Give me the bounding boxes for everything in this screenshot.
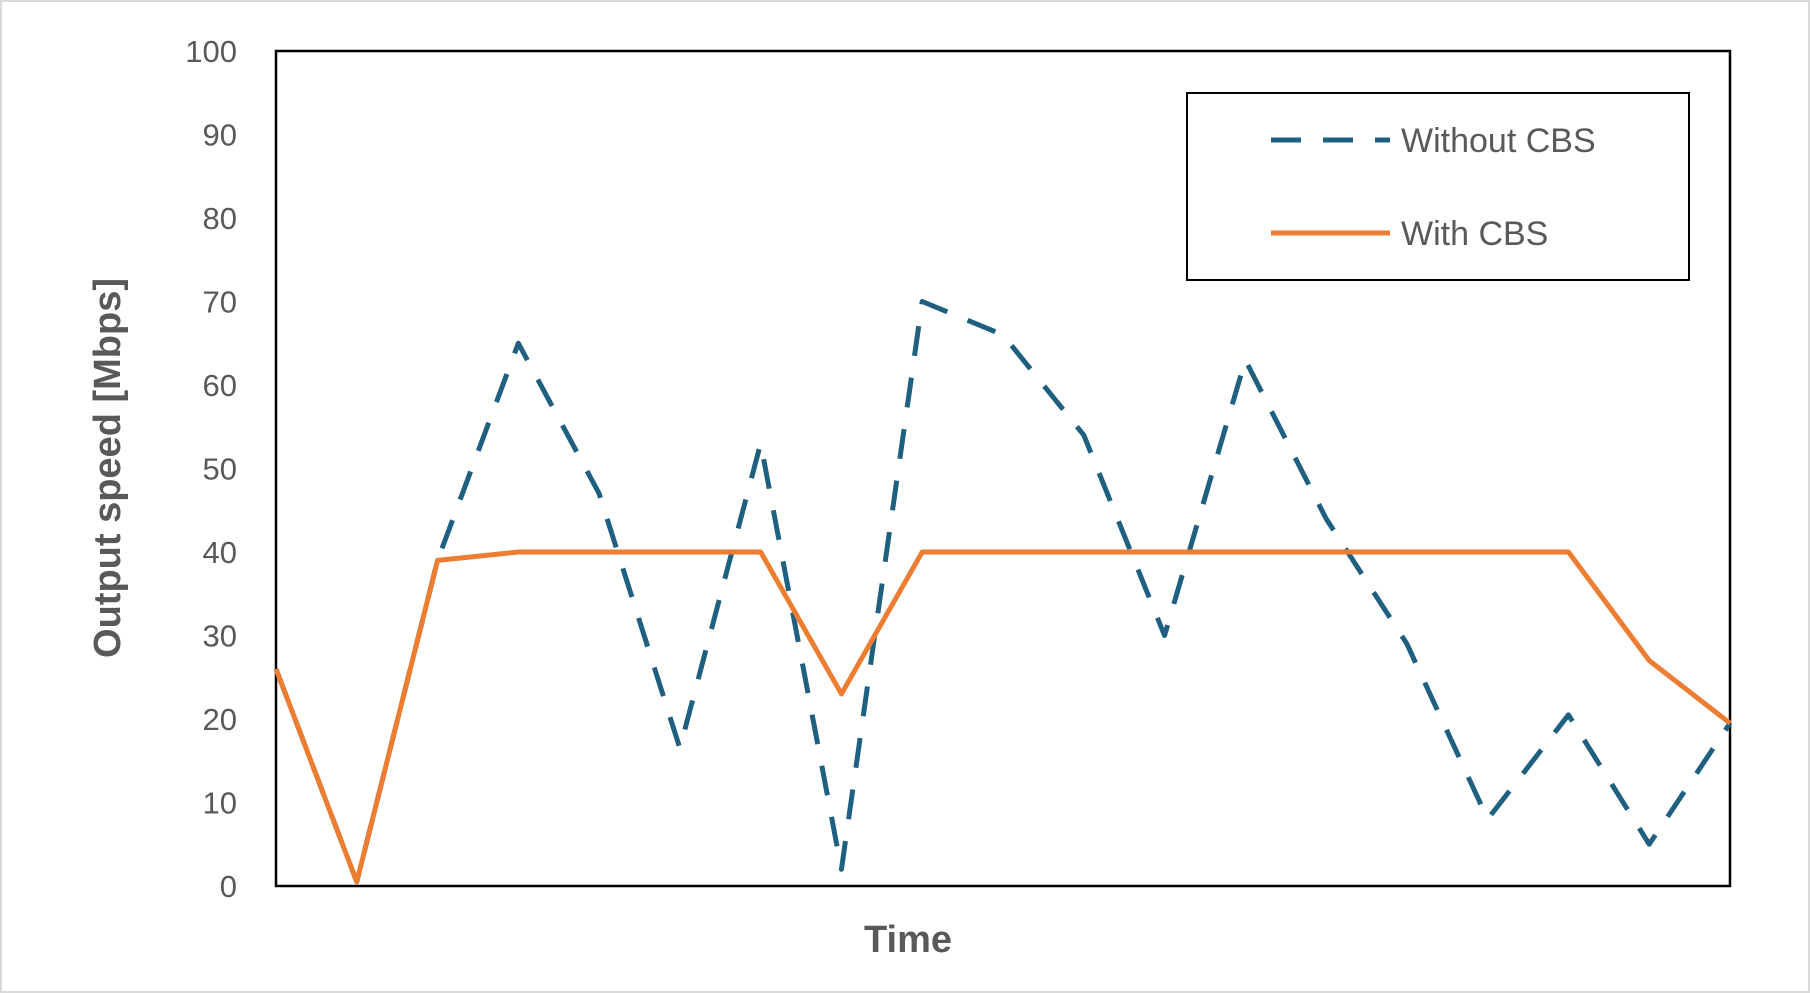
x-axis-title: Time — [864, 919, 952, 961]
y-tick-label: 20 — [203, 702, 237, 737]
series-line-with-cbs — [273, 549, 1732, 885]
y-tick-label: 30 — [203, 619, 237, 654]
y-tick-label: 100 — [185, 34, 237, 69]
series-layer — [273, 299, 1733, 885]
y-axis-title: Output speed [Mbps] — [87, 278, 129, 658]
y-tick-label: 10 — [203, 786, 237, 821]
y-tick-label: 70 — [203, 285, 237, 320]
y-tick-label: 80 — [203, 201, 237, 236]
y-tick-label: 60 — [203, 368, 237, 403]
legend-label-with-cbs: With CBS — [1401, 215, 1548, 253]
y-axis-ticks: 0 10 20 30 40 50 60 70 80 90 100 — [185, 34, 237, 904]
legend: Without CBS With CBS — [1186, 92, 1690, 281]
legend-box — [1186, 92, 1690, 281]
series-line-without-cbs — [273, 299, 1733, 885]
y-tick-label: 50 — [203, 452, 237, 487]
y-tick-label: 40 — [203, 535, 237, 570]
legend-label-without-cbs: Without CBS — [1401, 122, 1596, 160]
y-tick-label: 90 — [203, 118, 237, 153]
y-tick-label: 0 — [220, 869, 237, 904]
